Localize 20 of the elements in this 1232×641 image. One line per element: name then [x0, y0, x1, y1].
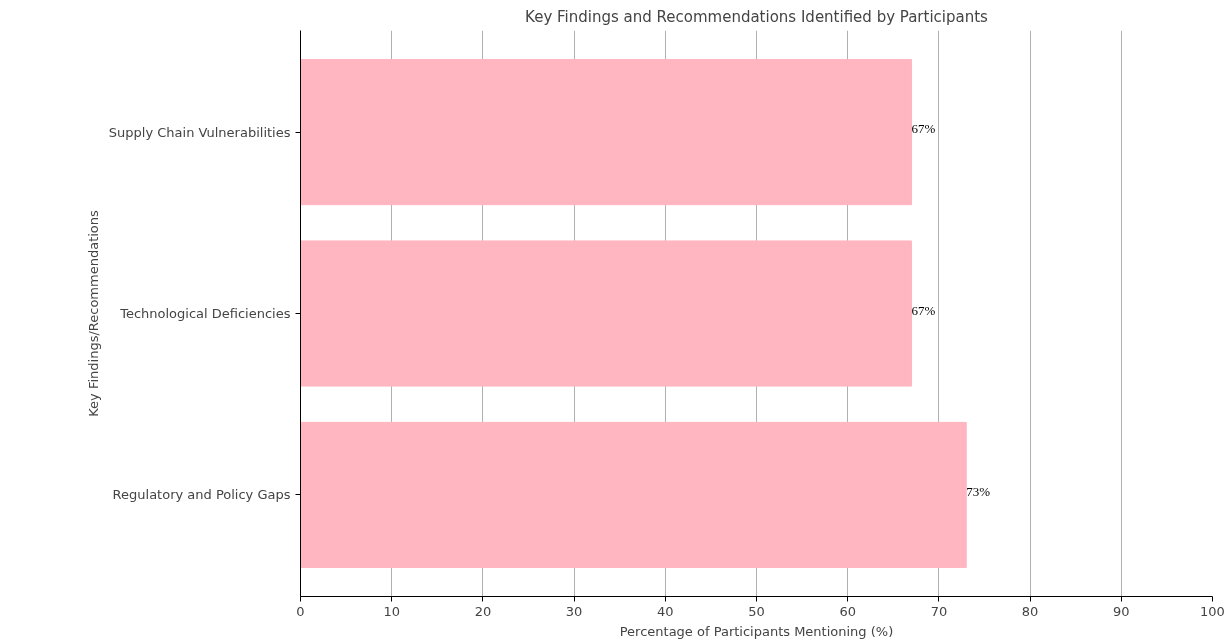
y-axis-title: Key Findings/Recommendations	[85, 209, 101, 417]
x-tick-label: 10	[383, 603, 400, 619]
x-tick-label: 0	[296, 603, 305, 619]
x-tick-label: 60	[839, 603, 856, 619]
x-tick-label: 70	[930, 603, 948, 619]
data-label: 67%	[911, 302, 936, 318]
x-tick-label: 90	[1113, 603, 1130, 619]
x-tick-label: 80	[1021, 603, 1039, 619]
x-tick-label: 40	[657, 603, 674, 619]
y-tick-label: Technological Deficiencies	[119, 306, 291, 321]
y-tick-label: Supply Chain Vulnerabilities	[108, 124, 291, 140]
chart-title: Key Findings and Recommendations Identified by Participants	[525, 7, 989, 26]
x-tick-label: 50	[748, 603, 765, 619]
data-label: 73%	[966, 483, 991, 499]
x-tick-label: 30	[565, 603, 583, 619]
x-tick-label: 100	[1200, 603, 1225, 619]
data-label: 67%	[911, 121, 936, 137]
y-tick-label: Regulatory and Policy Gaps	[112, 487, 291, 503]
x-tick-label: 20	[474, 603, 492, 619]
x-axis-title: Percentage of Participants Mentioning (%)	[619, 623, 894, 639]
